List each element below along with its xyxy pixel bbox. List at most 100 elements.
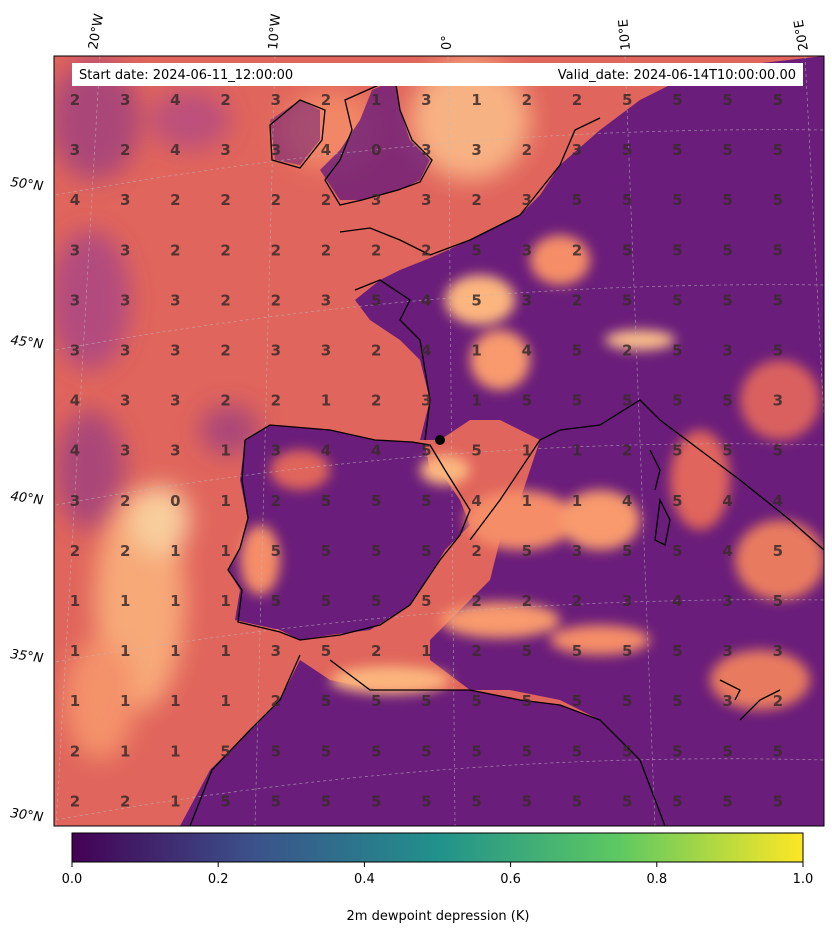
grid-value: 5 bbox=[773, 141, 783, 159]
grid-value: 5 bbox=[672, 642, 682, 660]
grid-value: 1 bbox=[522, 442, 532, 460]
grid-value: 3 bbox=[773, 392, 783, 410]
grid-value: 5 bbox=[522, 692, 532, 710]
grid-value: 2 bbox=[271, 492, 281, 510]
grid-value: 5 bbox=[773, 342, 783, 360]
grid-value: 5 bbox=[672, 191, 682, 209]
grid-value: 1 bbox=[120, 642, 130, 660]
grid-value: 1 bbox=[471, 392, 481, 410]
grid-value: 5 bbox=[622, 91, 632, 109]
grid-value: 1 bbox=[220, 592, 230, 610]
grid-value: 5 bbox=[622, 392, 632, 410]
grid-value: 3 bbox=[120, 191, 130, 209]
grid-value: 3 bbox=[70, 141, 80, 159]
grid-value: 2 bbox=[271, 291, 281, 309]
grid-value: 3 bbox=[220, 141, 230, 159]
grid-value: 1 bbox=[170, 742, 180, 760]
grid-value: 5 bbox=[371, 542, 381, 560]
grid-value: 2 bbox=[70, 542, 80, 560]
lon-label-10e: 10°E bbox=[616, 19, 634, 51]
grid-value: 5 bbox=[622, 792, 632, 810]
grid-value: 5 bbox=[672, 792, 682, 810]
grid-value: 1 bbox=[120, 742, 130, 760]
grid-value: 1 bbox=[220, 492, 230, 510]
grid-value: 5 bbox=[421, 692, 431, 710]
grid-value: 3 bbox=[722, 342, 732, 360]
grid-value: 3 bbox=[120, 392, 130, 410]
grid-value: 2 bbox=[120, 792, 130, 810]
grid-value: 5 bbox=[421, 542, 431, 560]
grid-value: 5 bbox=[572, 191, 582, 209]
grid-value: 5 bbox=[672, 442, 682, 460]
grid-value: 5 bbox=[672, 241, 682, 259]
grid-value: 4 bbox=[70, 442, 80, 460]
grid-value: 5 bbox=[672, 742, 682, 760]
lat-label-30n: 30°N bbox=[9, 806, 44, 825]
grid-value: 2 bbox=[471, 642, 481, 660]
grid-value: 1 bbox=[421, 642, 431, 660]
grid-value: 1 bbox=[170, 692, 180, 710]
grid-value: 3 bbox=[271, 342, 281, 360]
grid-value: 5 bbox=[371, 792, 381, 810]
grid-value: 5 bbox=[271, 742, 281, 760]
colorbar-tick-label: 0.4 bbox=[354, 872, 375, 887]
grid-value: 5 bbox=[522, 642, 532, 660]
grid-value: 5 bbox=[672, 492, 682, 510]
grid-value: 2 bbox=[120, 542, 130, 560]
grid-value: 3 bbox=[170, 291, 180, 309]
grid-value: 1 bbox=[572, 442, 582, 460]
grid-value: 5 bbox=[421, 442, 431, 460]
grid-value: 5 bbox=[371, 692, 381, 710]
grid-value: 3 bbox=[170, 342, 180, 360]
grid-value: 3 bbox=[70, 291, 80, 309]
grid-value: 2 bbox=[271, 692, 281, 710]
grid-value: 1 bbox=[170, 642, 180, 660]
grid-value: 5 bbox=[672, 91, 682, 109]
grid-value: 3 bbox=[722, 592, 732, 610]
grid-value: 2 bbox=[371, 342, 381, 360]
grid-value: 5 bbox=[773, 592, 783, 610]
grid-value: 2 bbox=[371, 392, 381, 410]
grid-value: 1 bbox=[70, 592, 80, 610]
grid-value: 2 bbox=[572, 241, 582, 259]
colorbar-gradient bbox=[71, 832, 804, 863]
grid-value: 1 bbox=[220, 692, 230, 710]
grid-value: 5 bbox=[371, 291, 381, 309]
grid-value: 5 bbox=[773, 542, 783, 560]
grid-value: 2 bbox=[70, 91, 80, 109]
lon-label-0: 0° bbox=[440, 35, 455, 50]
colorbar-label: 2m dewpoint depression (K) bbox=[347, 909, 530, 924]
grid-value: 3 bbox=[421, 191, 431, 209]
grid-value: 4 bbox=[672, 592, 682, 610]
grid-value: 5 bbox=[773, 91, 783, 109]
grid-value: 2 bbox=[170, 241, 180, 259]
grid-value: 2 bbox=[220, 291, 230, 309]
grid-value: 5 bbox=[220, 792, 230, 810]
grid-value: 1 bbox=[522, 492, 532, 510]
grid-value: 2 bbox=[622, 442, 632, 460]
grid-value: 1 bbox=[572, 492, 582, 510]
info-bar: Start date: 2024-06-11_12:00:00 Valid_da… bbox=[72, 63, 803, 86]
lat-label-50n: 50°N bbox=[9, 175, 44, 194]
grid-value: 4 bbox=[471, 492, 481, 510]
grid-value: 5 bbox=[371, 742, 381, 760]
grid-value: 2 bbox=[471, 542, 481, 560]
grid-value: 2 bbox=[220, 91, 230, 109]
grid-value: 3 bbox=[120, 442, 130, 460]
grid-value: 3 bbox=[421, 91, 431, 109]
grid-value: 3 bbox=[722, 692, 732, 710]
grid-value: 1 bbox=[120, 592, 130, 610]
grid-value: 2 bbox=[572, 291, 582, 309]
grid-value: 4 bbox=[421, 291, 431, 309]
lon-label-10w: 10°W bbox=[266, 13, 284, 50]
grid-value: 4 bbox=[722, 492, 732, 510]
grid-value: 2 bbox=[271, 392, 281, 410]
grid-value: 3 bbox=[70, 492, 80, 510]
colorbar-tick-label: 0.8 bbox=[646, 872, 667, 887]
start-date-text: Start date: 2024-06-11_12:00:00 bbox=[79, 68, 293, 83]
grid-value: 5 bbox=[672, 291, 682, 309]
grid-value: 3 bbox=[120, 291, 130, 309]
grid-value: 5 bbox=[522, 742, 532, 760]
longitude-labels: 20°W 10°W 0° 10°E 20°E bbox=[86, 13, 812, 52]
grid-value: 3 bbox=[722, 642, 732, 660]
